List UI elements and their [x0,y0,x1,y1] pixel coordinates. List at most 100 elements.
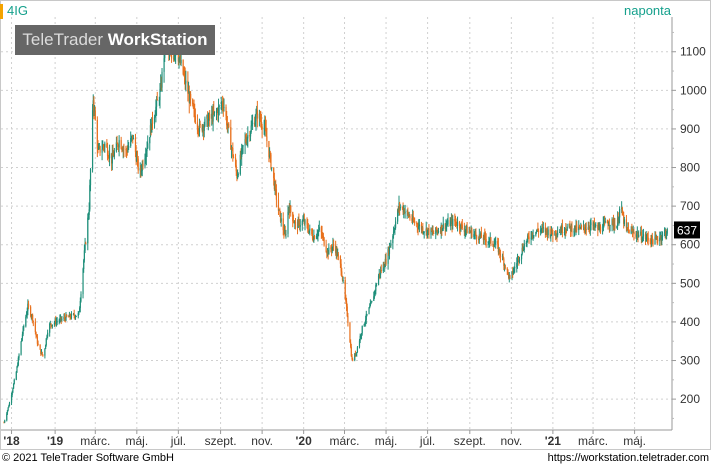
candle-body [222,105,224,108]
candle-body [266,136,268,141]
candle-body [292,221,295,223]
candle-body [126,150,128,152]
candle-body [83,260,85,270]
candle-body [12,383,15,389]
candle-body [130,138,132,146]
candle-body [117,143,119,147]
candle-body [288,207,290,213]
candle-body [621,207,623,215]
candle-body [509,275,511,277]
x-tick-label: '19 [47,434,64,448]
candle-body [514,267,516,269]
candle-body [478,238,480,241]
candle-body [245,141,248,143]
candle-body [98,146,100,148]
candle-body [508,272,510,278]
candle-body [585,229,587,231]
candle-body [412,216,414,221]
candle-body [174,55,176,57]
candle-body [388,246,391,254]
price-chart[interactable]: 200 300 400 500 600 700 800 900 1000 1100 '18 '19 m… [0,0,711,450]
candle-body [664,231,666,233]
candle-body [507,269,509,273]
candle-body [221,103,223,106]
candle-body [146,148,148,152]
symbol-label[interactable]: 4IG [7,3,28,18]
candle-body [616,217,619,227]
candle-body [277,199,280,211]
candle-body [599,226,602,232]
candle-body [140,168,142,171]
symbol-marker [0,4,3,19]
candle-body [204,118,206,126]
candle-body [452,219,454,226]
candle-body [321,232,323,236]
candle-body [70,317,72,319]
candle-body [306,220,308,225]
candle-body [36,335,38,337]
candle-body [504,264,506,269]
candle-body [394,221,397,229]
x-tick-label: júl. [419,434,435,448]
candle-body [542,227,544,229]
candle-body [508,275,510,278]
candle-body [468,231,470,234]
candle-body [445,224,447,229]
candle-body [91,110,94,170]
candle-body [530,237,532,240]
footer-url[interactable]: https://workstation.teletrader.com [547,452,709,464]
candle-body [87,214,90,218]
candle-body [269,152,271,157]
candle-body [193,107,195,110]
candle-body [84,243,86,251]
candle-body [441,224,443,231]
candle-body [327,251,329,255]
candle-body [249,134,251,137]
last-price-marker: 637 [674,221,700,239]
candle-body [642,234,645,237]
candle-body [435,227,438,231]
candle-body [211,113,214,122]
candle-body [336,249,338,256]
watermark-light: TeleTrader [22,30,108,49]
candle-body [583,225,585,228]
candle-body [557,232,559,236]
candle-body [579,227,581,229]
candle-body [661,236,663,240]
candle-body [458,222,461,229]
candle-body [622,214,624,216]
candle-body [64,316,66,319]
candle-body [102,145,105,147]
candle-body [296,222,299,228]
candle-body [241,148,243,157]
candle-body [617,217,619,223]
candle-body [354,353,356,361]
candle-body [385,258,387,264]
candle-body [212,110,214,122]
candle-body [47,332,49,337]
candle-body [659,237,661,242]
candle-body [189,94,191,104]
candle-body [517,257,519,260]
candle-body [399,203,401,208]
candle-body [59,317,62,319]
candle-body [537,229,539,231]
candle-body [80,294,82,302]
candle-body [552,233,554,236]
candle-body [149,125,152,138]
y-tick-label: 1000 [680,83,707,97]
candle-body [592,222,594,227]
candle-body [463,228,465,233]
candle-body [394,228,396,231]
period-label[interactable]: naponta [624,3,671,18]
candle-body [476,235,478,239]
candle-body [299,225,301,227]
candle-body [54,319,56,323]
candle-body [454,221,457,223]
x-tick-label: máj. [623,434,646,448]
candle-body [597,226,600,230]
candle-body [15,371,17,380]
candle-body [35,332,37,336]
candle-body [82,269,84,295]
candle-body [665,231,667,237]
